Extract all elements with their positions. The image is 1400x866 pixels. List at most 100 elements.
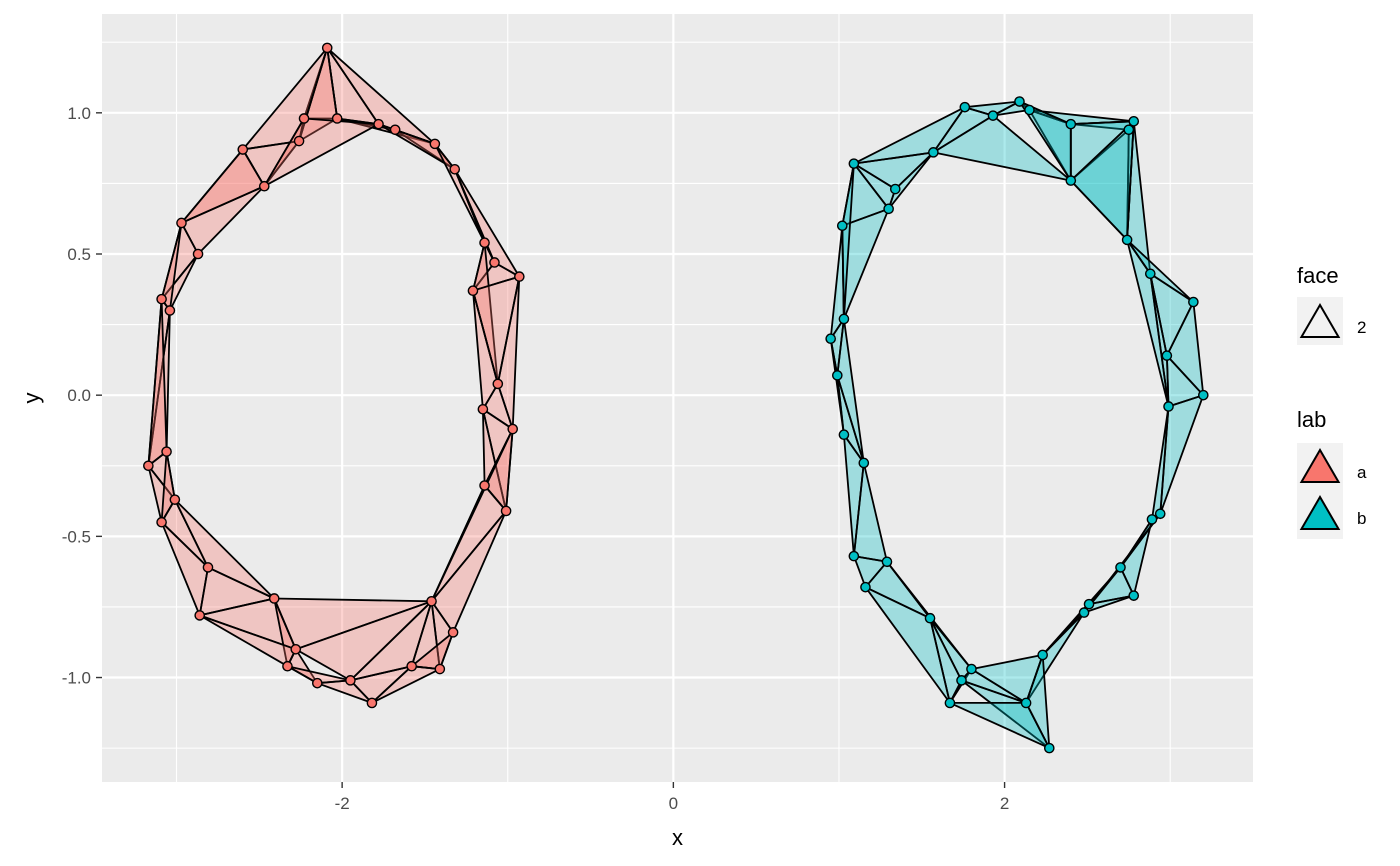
data-point-b xyxy=(1146,514,1158,525)
y-tick-label: 0.5 xyxy=(67,245,91,264)
mesh-face-a xyxy=(370,665,441,704)
data-point-a xyxy=(345,675,356,686)
legend-a-label: a xyxy=(1357,463,1367,482)
data-point-a xyxy=(156,516,167,528)
data-point-b xyxy=(1128,115,1140,127)
x-tick-label: -2 xyxy=(335,794,350,813)
data-point-b xyxy=(860,581,871,593)
data-point-b xyxy=(1014,96,1025,107)
data-point-a xyxy=(429,138,441,150)
data-point-a xyxy=(331,113,343,124)
series-a-faces xyxy=(147,47,521,704)
data-point-a xyxy=(479,237,490,249)
data-point-a xyxy=(161,446,172,457)
data-point-b xyxy=(1083,598,1095,610)
data-point-a xyxy=(311,677,323,689)
mesh-face-b xyxy=(853,106,966,165)
data-point-b xyxy=(848,158,860,169)
data-point-a xyxy=(192,248,204,260)
data-point-b xyxy=(924,612,936,624)
data-point-b xyxy=(883,203,894,215)
data-point-a xyxy=(449,163,461,175)
data-point-a xyxy=(268,593,280,604)
data-point-b xyxy=(1121,234,1133,246)
data-point-b xyxy=(881,556,893,568)
data-point-b xyxy=(1145,268,1156,280)
data-point-b xyxy=(1188,296,1199,308)
data-point-a xyxy=(293,135,305,147)
data-point-a xyxy=(321,42,333,54)
data-point-b xyxy=(1163,401,1174,412)
y-tick-label: -0.5 xyxy=(62,527,91,546)
mesh-face-b xyxy=(1018,100,1072,182)
mesh-face-a xyxy=(180,148,266,224)
data-point-a xyxy=(258,180,270,192)
series-b-points xyxy=(825,96,1209,754)
mesh-faces xyxy=(147,47,1205,749)
data-point-a xyxy=(426,595,437,607)
legend-b-label: b xyxy=(1357,509,1366,528)
data-point-b xyxy=(1065,175,1077,186)
data-point-b xyxy=(1020,697,1032,709)
data-point-b xyxy=(966,663,977,675)
data-point-b xyxy=(928,147,939,158)
data-point-b xyxy=(959,101,971,113)
legend-lab-title: lab xyxy=(1297,407,1326,432)
data-point-a xyxy=(366,697,378,709)
y-tick-label: 0.0 xyxy=(67,386,91,405)
mesh-face-b xyxy=(1126,238,1170,408)
data-point-a xyxy=(164,305,176,316)
mesh-face-a xyxy=(430,428,514,603)
data-point-b xyxy=(838,313,850,325)
mesh-face-b xyxy=(836,317,865,464)
data-point-b xyxy=(848,550,860,562)
data-point-a xyxy=(169,494,181,505)
data-point-b xyxy=(944,697,956,709)
data-point-b xyxy=(836,220,848,232)
data-point-a xyxy=(237,144,249,155)
minor-gridlines xyxy=(102,14,1253,782)
data-point-a xyxy=(447,627,459,638)
data-point-b xyxy=(1123,124,1135,136)
x-tick-label: 2 xyxy=(1000,794,1009,813)
data-point-a xyxy=(202,562,214,573)
data-point-b xyxy=(1115,562,1126,573)
data-point-a xyxy=(373,118,384,130)
data-point-a xyxy=(477,403,489,415)
data-point-a xyxy=(479,480,490,491)
data-point-a xyxy=(489,257,500,268)
data-point-a xyxy=(406,660,417,672)
y-axis: -1.0 -0.5 0.0 0.5 1.0 xyxy=(62,104,102,688)
data-point-b xyxy=(1037,649,1048,661)
data-point-b xyxy=(1078,607,1090,618)
y-tick-label: -1.0 xyxy=(62,669,91,688)
mesh-face-b xyxy=(1069,120,1135,241)
data-point-a xyxy=(298,113,310,124)
mesh-face-b xyxy=(970,654,1044,704)
data-point-a xyxy=(492,378,504,390)
legend-b-triangle-icon xyxy=(1299,495,1341,530)
x-tick-label: 0 xyxy=(669,794,678,813)
mesh-face-a xyxy=(472,289,499,411)
data-point-a xyxy=(500,505,512,517)
x-axis-title: x xyxy=(672,825,683,850)
data-point-a xyxy=(507,423,519,435)
data-point-b xyxy=(825,333,836,345)
x-axis: -2 0 2 xyxy=(335,782,1009,813)
data-point-a xyxy=(389,124,401,136)
data-point-b xyxy=(956,675,967,686)
series-b-faces xyxy=(829,100,1205,749)
data-point-b xyxy=(1128,590,1140,601)
data-point-a xyxy=(282,660,293,672)
data-point-a xyxy=(176,217,187,229)
mesh-face-b xyxy=(864,586,951,704)
mesh-face-b xyxy=(949,702,1051,749)
data-point-b xyxy=(858,457,870,469)
data-point-a xyxy=(194,610,206,621)
major-gridlines xyxy=(102,14,1253,782)
data-point-b xyxy=(987,110,999,121)
legend-face-label: 2 xyxy=(1357,318,1366,337)
data-point-b xyxy=(1154,508,1166,520)
data-point-a xyxy=(514,271,525,282)
